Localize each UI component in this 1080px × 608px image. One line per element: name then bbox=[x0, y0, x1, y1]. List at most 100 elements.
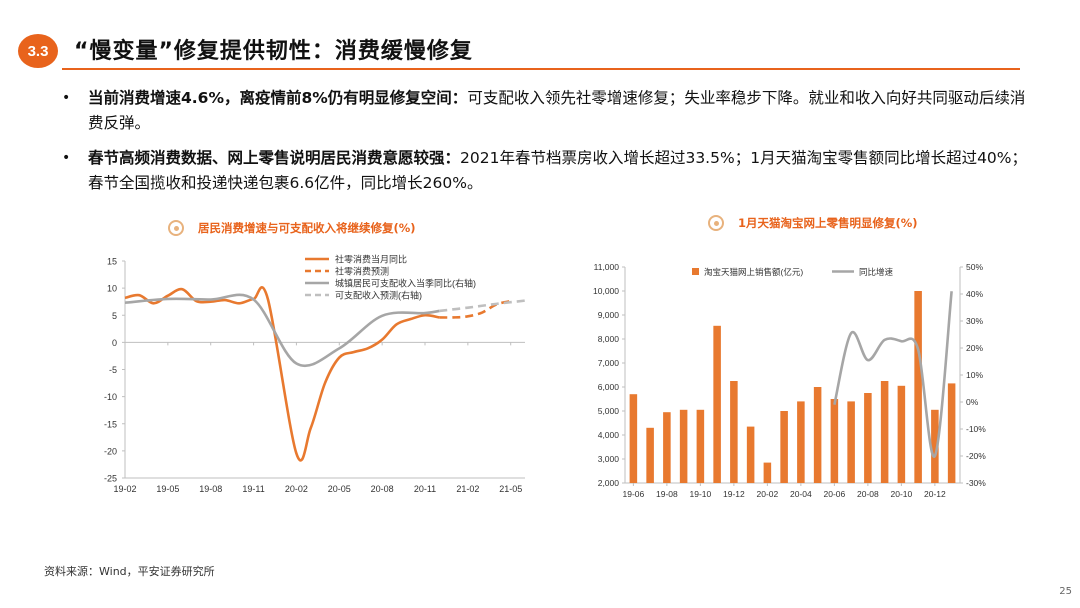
legend-swatch bbox=[692, 268, 699, 275]
y-tick-label: 6,000 bbox=[598, 382, 620, 392]
y-tick-label: 9,000 bbox=[598, 310, 620, 320]
sales-bar bbox=[696, 409, 705, 483]
retail-sales-forecast-line bbox=[439, 299, 512, 319]
y-tick-label: 10,000 bbox=[593, 286, 619, 296]
sales-bar bbox=[914, 291, 922, 483]
x-tick-label: 20-08 bbox=[371, 484, 394, 494]
sales-bar bbox=[947, 383, 956, 483]
x-tick-label: 19-08 bbox=[656, 489, 678, 499]
yoy-growth-line bbox=[833, 291, 953, 458]
sales-bar bbox=[813, 387, 822, 483]
x-tick-label: 19-06 bbox=[623, 489, 645, 499]
bullet-1-normal: 可支配收入领先社零增速修复；失业率稳步下降。就业和收入向好共同驱动后续消费反弹。 bbox=[88, 89, 1026, 132]
x-tick-label: 20-04 bbox=[790, 489, 812, 499]
x-tick-label: 19-12 bbox=[723, 489, 745, 499]
y2-tick-label: -20% bbox=[966, 451, 986, 461]
chart-1-title-text: 居民消费增速与可支配收入将继续修复(%) bbox=[198, 221, 416, 235]
y2-tick-label: 50% bbox=[966, 262, 983, 272]
y-tick-label: 15 bbox=[107, 257, 117, 267]
x-tick-label: 19-11 bbox=[242, 484, 264, 494]
sales-bar bbox=[713, 325, 721, 483]
chart-1-title: 居民消费增速与可支配收入将继续修复(%) bbox=[168, 220, 416, 236]
target-icon bbox=[708, 215, 724, 231]
y-tick-label: 7,000 bbox=[598, 358, 620, 368]
x-tick-label: 21-02 bbox=[456, 484, 479, 494]
x-tick-label: 20-02 bbox=[757, 489, 779, 499]
sales-bar bbox=[763, 462, 772, 483]
legend-label: 同比增速 bbox=[859, 267, 894, 277]
x-tick-label: 20-12 bbox=[924, 489, 946, 499]
y2-tick-label: 10% bbox=[966, 370, 983, 380]
section-badge: 3.3 bbox=[18, 34, 58, 68]
y-tick-label: 5,000 bbox=[598, 406, 620, 416]
sales-bar bbox=[830, 399, 839, 483]
bullet-2-bold: 春节高频消费数据、网上零售说明居民消费意愿较强： bbox=[88, 149, 461, 167]
x-tick-label: 20-08 bbox=[857, 489, 879, 499]
y2-tick-label: -30% bbox=[966, 478, 986, 488]
sales-bar bbox=[780, 411, 788, 483]
sales-bar bbox=[746, 426, 755, 483]
legend-label: 社零消费当月同比 bbox=[335, 254, 407, 265]
income-forecast-line bbox=[439, 299, 526, 313]
y-tick-label: 10 bbox=[107, 284, 117, 294]
bullet-dot-icon: • bbox=[62, 90, 71, 106]
y-tick-label: 5 bbox=[112, 311, 117, 321]
x-tick-label: 20-02 bbox=[285, 484, 308, 494]
x-tick-label: 20-05 bbox=[328, 484, 351, 494]
target-icon bbox=[168, 220, 184, 236]
sales-bar bbox=[646, 427, 654, 483]
x-tick-label: 20-06 bbox=[824, 489, 846, 499]
x-tick-label: 19-05 bbox=[156, 484, 179, 494]
retail-sales-line bbox=[124, 286, 440, 462]
y-tick-label: 2,000 bbox=[598, 478, 620, 488]
tmall-taobao-bar-chart: 11,000 10,000 9,000 8,000 7,000 6,000 5,000 4,0… bbox=[593, 262, 986, 499]
bullet-2-normal: 2021年春节档票房收入增长超过33.5%；1月天猫淘宝零售额同比增长超过40%… bbox=[88, 149, 1028, 192]
bullet-1: • 当前消费增速4.6%，离疫情前8%仍有明显修复空间：可支配收入领先社零增速修… bbox=[62, 86, 1032, 136]
page-number: 25 bbox=[1059, 586, 1072, 597]
y2-tick-label: 0% bbox=[966, 397, 979, 407]
y-tick-label: -5 bbox=[109, 365, 117, 375]
urban-income-line bbox=[124, 293, 440, 368]
bullet-1-bold: 当前消费增速4.6%，离疫情前8%仍有明显修复空间： bbox=[88, 89, 468, 107]
y-tick-label: 8,000 bbox=[598, 334, 620, 344]
legend-label: 淘宝天猫网上销售额(亿元) bbox=[704, 267, 803, 277]
sales-bar bbox=[797, 401, 805, 483]
sales-bar bbox=[730, 381, 738, 483]
y-tick-label: 11,000 bbox=[594, 262, 620, 272]
x-tick-label: 19-08 bbox=[199, 484, 222, 494]
sales-bar bbox=[679, 409, 688, 483]
y-tick-label: 0 bbox=[112, 338, 117, 348]
y-tick-label: 3,000 bbox=[598, 454, 620, 464]
y-tick-label: -15 bbox=[104, 419, 117, 429]
legend-label: 可支配收入预测(右轴) bbox=[335, 290, 422, 301]
sales-bar bbox=[880, 381, 889, 483]
bullet-2-text: 春节高频消费数据、网上零售说明居民消费意愿较强：2021年春节档票房收入增长超过… bbox=[88, 146, 1032, 196]
legend-label: 社零消费预测 bbox=[335, 266, 389, 277]
bullet-dot-icon: • bbox=[62, 150, 71, 166]
x-tick-label: 20-11 bbox=[414, 484, 436, 494]
y-tick-label: -25 bbox=[104, 474, 117, 484]
sales-bar bbox=[864, 393, 872, 483]
title-divider bbox=[62, 68, 1020, 70]
x-tick-label: 19-10 bbox=[690, 489, 712, 499]
x-tick-label: 21-05 bbox=[499, 484, 522, 494]
y-tick-label: 4,000 bbox=[598, 430, 620, 440]
legend-label: 城镇居民可支配收入当季同比(右轴) bbox=[335, 278, 476, 289]
sales-bar bbox=[629, 394, 638, 483]
y2-tick-label: 40% bbox=[966, 289, 983, 299]
y2-tick-label: 30% bbox=[966, 316, 983, 326]
sales-bar bbox=[897, 385, 906, 483]
y2-tick-label: 20% bbox=[966, 343, 983, 353]
y-tick-label: -10 bbox=[104, 392, 117, 402]
source-note: 资料来源：Wind，平安证券研究所 bbox=[44, 565, 215, 578]
sales-bar bbox=[847, 401, 855, 483]
y-tick-label: -20 bbox=[104, 446, 117, 456]
x-tick-label: 20-10 bbox=[891, 489, 913, 499]
sales-bar bbox=[931, 409, 939, 483]
bullet-2: • 春节高频消费数据、网上零售说明居民消费意愿较强：2021年春节档票房收入增长… bbox=[62, 146, 1032, 196]
y2-tick-label: -10% bbox=[966, 424, 986, 434]
chart-2-title: 1月天猫淘宝网上零售明显修复(%) bbox=[708, 215, 918, 231]
bullet-1-text: 当前消费增速4.6%，离疫情前8%仍有明显修复空间：可支配收入领先社零增速修复；… bbox=[88, 86, 1032, 136]
chart-2-title-text: 1月天猫淘宝网上零售明显修复(%) bbox=[738, 216, 918, 230]
